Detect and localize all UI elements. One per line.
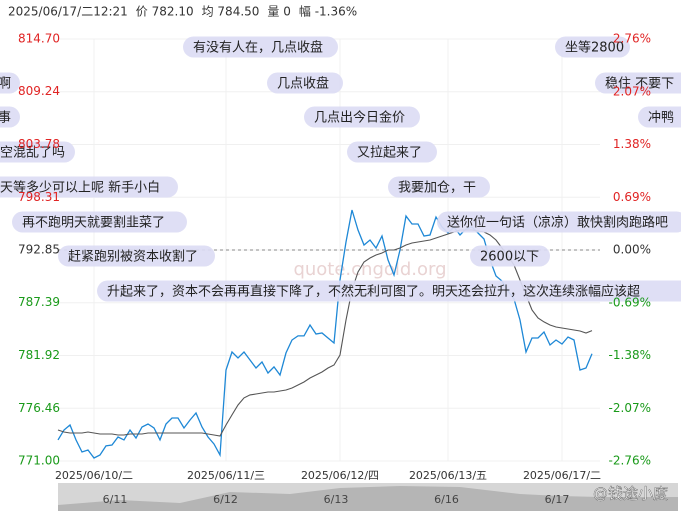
y2-tick-label: -1.38%: [609, 348, 651, 362]
comment-bubble: [595, 72, 681, 94]
y2-tick-label: 2.07%: [613, 84, 651, 98]
y2-tick-label: 2.76%: [613, 32, 651, 46]
comment-bubble: [0, 141, 75, 163]
comment-bubble: [304, 106, 420, 128]
comment-text: 空混乱了吗: [0, 146, 65, 161]
comment-bubble: [12, 211, 187, 233]
comment-text: 赶紧跑别被资本收割了: [68, 249, 198, 265]
y-tick-label: 792.85: [18, 243, 60, 257]
y-tick-label: 814.70: [18, 32, 60, 46]
comment-bubble: [97, 280, 681, 302]
comment-bubble: [58, 245, 215, 267]
comment-text: 几点收盘: [277, 76, 329, 92]
comment-bubble: [638, 106, 681, 128]
comment-bubble: [0, 106, 20, 128]
comment-bubble: [555, 36, 630, 58]
navigator-label: 6/17: [545, 493, 570, 506]
credit: @钱途小度: [593, 485, 668, 503]
comment-text: 送你位一句话（凉凉）敢快割肉跑路吧: [447, 215, 668, 231]
header-field: 量 0: [267, 5, 290, 19]
watermark: quote.cngold.org: [293, 259, 446, 280]
comment-text: 稳住 不要下: [605, 76, 674, 92]
y-tick-label: 803.78: [18, 137, 60, 151]
comment-bubble: [0, 72, 20, 94]
y-tick-label: 771.00: [18, 454, 60, 468]
y-tick-label: 787.39: [18, 295, 60, 309]
y-tick-label: 781.92: [18, 348, 60, 362]
comment-text: 再不跑明天就要割韭菜了: [22, 215, 165, 231]
navigator-label: 6/16: [434, 493, 459, 506]
x-tick-label: 2025/06/11/三: [187, 469, 265, 482]
x-tick-label: 2025/06/12/四: [301, 469, 379, 482]
comment-bubble: [347, 141, 437, 163]
y-tick-label: 776.46: [18, 401, 60, 415]
header-field: 幅 -1.36%: [299, 4, 357, 19]
x-tick-label: 2025/06/10/二: [55, 469, 133, 482]
navigator-label: 6/11: [103, 493, 128, 506]
x-tick-label: 2025/06/13/五: [409, 469, 487, 482]
comment-bubble: [0, 176, 178, 198]
y2-tick-label: -2.07%: [609, 401, 651, 415]
comment-text: 天等多少可以上呢 新手小白: [0, 180, 160, 196]
comment-text: 冲鸭: [648, 111, 674, 126]
y-tick-label: 798.31: [18, 190, 60, 204]
comment-text: 2600以下: [480, 250, 539, 265]
comment-text: 事: [0, 111, 11, 126]
y2-tick-label: -2.76%: [609, 454, 651, 468]
x-tick-label: 2025/06/17/二: [523, 469, 601, 482]
y2-tick-label: 0.00%: [613, 243, 651, 257]
comment-text: 又拉起来了: [357, 146, 422, 161]
navigator-silhouette: [58, 486, 678, 511]
header-field: 均 784.50: [202, 5, 260, 19]
comment-text: 啊: [0, 77, 11, 92]
comment-bubble: [183, 36, 338, 58]
comment-bubble: [388, 176, 490, 198]
navigator-label: 6/13: [324, 493, 349, 506]
comment-text: 有没有人在，几点收盘: [193, 40, 323, 56]
comment-text: 升起来了，资本不会再再直接下降了，不然无利可图了。明天还会拉升，这次连续涨幅应该…: [107, 284, 640, 300]
y2-tick-label: 1.38%: [613, 137, 651, 151]
y2-tick-label: 0.69%: [613, 190, 651, 204]
navigator-label: 6/12: [213, 493, 238, 506]
comment-bubble: [267, 72, 343, 94]
comment-bubble: [470, 245, 550, 267]
header-field: 2025/06/17/二12:21: [8, 5, 128, 19]
comment-text: 我要加仓，干: [398, 181, 476, 196]
comment-text: 几点出今日金价: [314, 110, 405, 126]
y-tick-label: 809.24: [18, 84, 60, 98]
comment-text: 坐等2800: [565, 40, 624, 56]
header-field: 价 782.10: [136, 5, 194, 19]
y2-tick-label: -0.69%: [609, 295, 651, 309]
comment-bubble: [437, 211, 681, 233]
